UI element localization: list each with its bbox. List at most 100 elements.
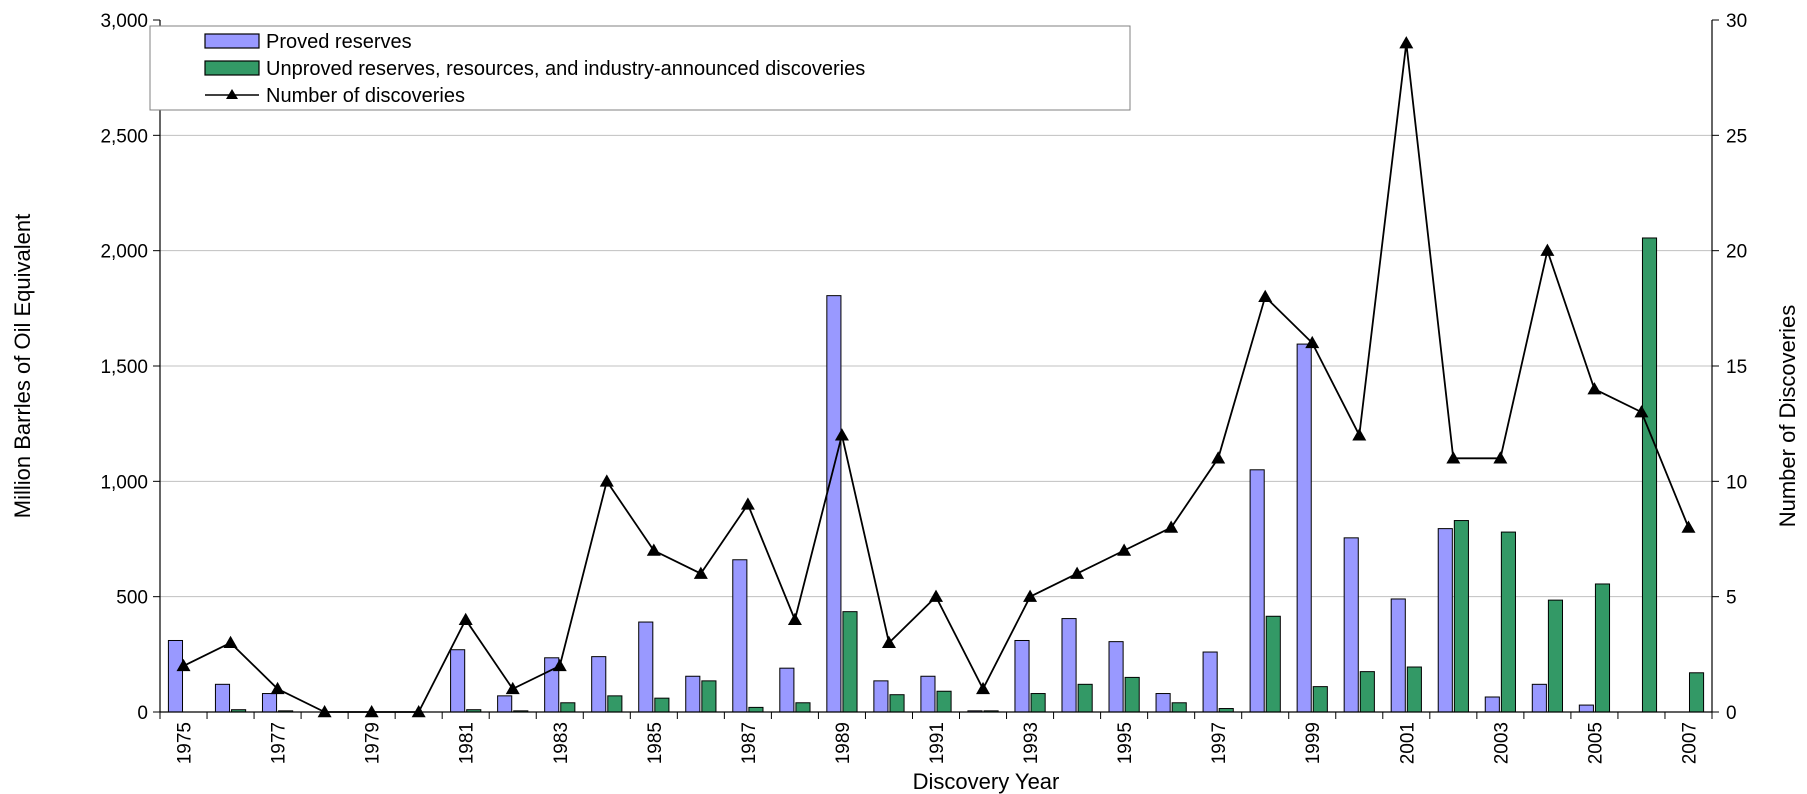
x-tick-label: 1979: [363, 722, 384, 764]
point-discoveries-1983: [552, 658, 567, 672]
bar-proved-1998: [1249, 469, 1265, 713]
point-discoveries-1984: [599, 474, 614, 487]
bar-unproved-1988: [795, 702, 811, 713]
bar-proved-1989: [826, 295, 842, 713]
x-tick-label: 1989: [833, 722, 854, 764]
x-tick-label: 1975: [175, 722, 196, 764]
bar-unproved-1984: [607, 695, 623, 713]
x-tick-label: 1983: [551, 722, 572, 764]
bar-proved-2002: [1437, 528, 1453, 713]
bar-proved-2000: [1343, 537, 1359, 713]
point-discoveries-1994: [1070, 566, 1085, 579]
bar-unproved-1994: [1077, 683, 1093, 713]
bar-unproved-2005: [1594, 583, 1611, 713]
legend-marker-discoveries: [226, 89, 238, 99]
y-axis-title-left: Million Barrles of Oil Equivalent: [10, 214, 35, 518]
point-discoveries-1996: [1164, 520, 1179, 533]
bar-unproved-1990: [889, 694, 905, 713]
bar-proved-1994: [1061, 618, 1077, 713]
bar-unproved-2003: [1500, 531, 1516, 713]
bar-unproved-2004: [1547, 599, 1564, 713]
axes-layer: 0 0 500 5 1,000 10 1,500 15 2,000 20 2,500 25 3,000 3…: [10, 11, 1800, 794]
x-tick-label: 1995: [1115, 722, 1136, 764]
y2-tick-label: 0: [1726, 703, 1737, 724]
point-discoveries-1981: [458, 612, 473, 625]
point-discoveries-1998: [1258, 289, 1273, 303]
x-tick-label: 2001: [1397, 722, 1418, 764]
bar-proved-1991: [920, 675, 936, 713]
bar-proved-2001: [1390, 598, 1406, 713]
y-tick-label: 2,000: [100, 242, 148, 263]
bar-proved-2003: [1484, 696, 1500, 713]
grid-layer: [160, 134, 1712, 598]
y-tick-label: 3,000: [100, 11, 148, 32]
x-tick-label: 2007: [1679, 722, 1700, 764]
bar-proved-1975: [167, 639, 184, 713]
bar-proved-1986: [685, 675, 701, 713]
point-discoveries-2001: [1399, 36, 1414, 49]
bar-unproved-1989: [842, 611, 858, 713]
point-discoveries-1976: [223, 635, 238, 649]
bar-unproved-2007: [1688, 672, 1705, 713]
y-tick-label: 500: [116, 588, 148, 609]
bars-layer: [167, 237, 1705, 713]
y2-tick-label: 5: [1726, 588, 1737, 609]
x-tick-label: 2005: [1585, 722, 1606, 764]
legend-label-discoveries: Number of discoveries: [266, 85, 465, 107]
y-tick-label: 2,500: [100, 126, 148, 147]
y2-tick-label: 25: [1726, 126, 1747, 147]
point-discoveries-1975: [176, 658, 191, 672]
bar-proved-1990: [873, 680, 889, 713]
legend-label-unproved: Unproved reserves, resources, and indust…: [266, 58, 865, 80]
bar-unproved-2000: [1359, 671, 1375, 713]
bar-unproved-1991: [936, 690, 952, 713]
y2-tick-label: 15: [1726, 357, 1747, 378]
x-tick-label: 1981: [457, 722, 478, 764]
x-tick-label: 1977: [269, 722, 290, 764]
y-tick-label: 1,000: [100, 472, 148, 493]
bar-unproved-2002: [1453, 520, 1469, 713]
point-discoveries-1999: [1305, 335, 1320, 349]
bar-proved-1999: [1296, 343, 1312, 713]
legend: Proved reserves Unproved reserves, resou…: [149, 25, 1131, 111]
point-discoveries-1987: [740, 497, 755, 510]
bar-unproved-2006: [1641, 237, 1658, 713]
x-tick-label: 1991: [927, 722, 948, 764]
bar-proved-1987: [732, 559, 748, 713]
point-discoveries-1979: [364, 705, 379, 718]
x-tick-label: 1985: [645, 722, 666, 764]
bar-proved-1997: [1202, 651, 1218, 713]
point-discoveries-2004: [1540, 243, 1555, 256]
bar-proved-1993: [1014, 639, 1030, 713]
bar-unproved-1995: [1124, 676, 1140, 713]
point-discoveries-1990: [881, 635, 896, 649]
bar-unproved-1983: [560, 702, 576, 713]
point-discoveries-1978: [317, 705, 332, 718]
legend-box: [149, 25, 1131, 111]
bar-unproved-1996: [1171, 702, 1187, 713]
bar-proved-1984: [591, 656, 607, 713]
bar-unproved-1993: [1030, 693, 1046, 713]
legend-label-proved: Proved reserves: [266, 31, 412, 53]
point-discoveries-1991: [929, 589, 943, 602]
x-tick-label: 1993: [1021, 722, 1042, 764]
y-tick-label: 0: [137, 703, 148, 724]
point-discoveries-1980: [411, 705, 426, 718]
point-discoveries-1997: [1211, 451, 1226, 464]
point-discoveries-1995: [1117, 543, 1132, 556]
bar-unproved-1985: [654, 697, 670, 713]
legend-swatch-unproved: [204, 60, 260, 76]
point-discoveries-2002: [1446, 451, 1461, 464]
bar-unproved-1987: [748, 706, 764, 713]
point-discoveries-1988: [787, 612, 802, 625]
bar-proved-1981: [450, 649, 466, 713]
point-discoveries-2005: [1587, 382, 1602, 395]
bar-proved-1988: [779, 667, 795, 713]
bar-proved-1977: [261, 693, 278, 713]
point-discoveries-1977: [270, 681, 285, 695]
point-discoveries-1985: [646, 543, 661, 556]
point-discoveries-1993: [1023, 589, 1038, 602]
x-tick-label: 2003: [1491, 722, 1512, 764]
